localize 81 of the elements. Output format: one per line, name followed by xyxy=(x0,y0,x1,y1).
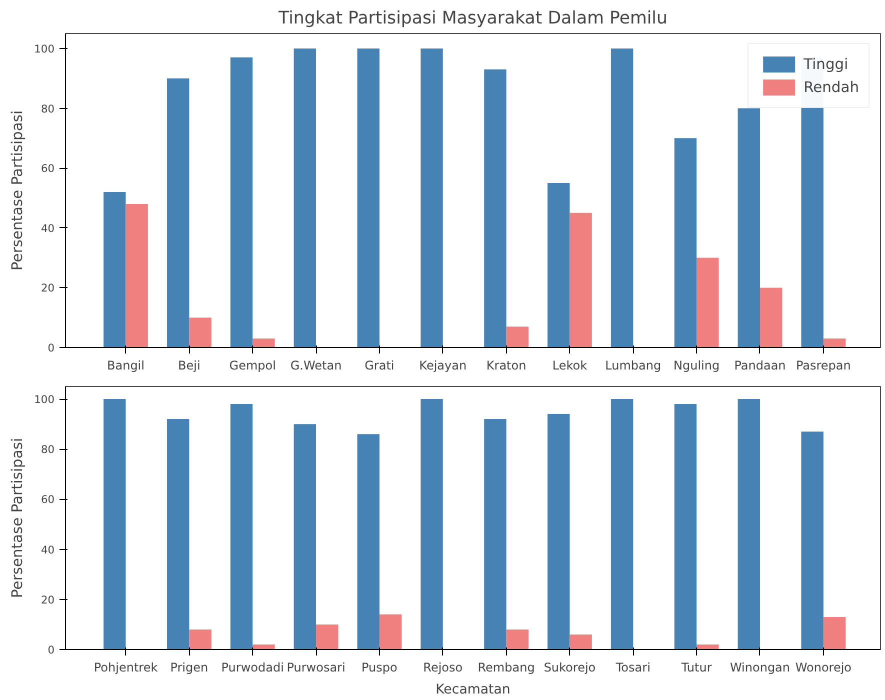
bar xyxy=(316,624,338,650)
x-tick-label: Winongan xyxy=(730,660,790,674)
x-tick-label: Prigen xyxy=(170,660,208,674)
y-tick-label: 100 xyxy=(34,393,55,406)
bar xyxy=(506,326,528,348)
legend-label: Tinggi xyxy=(804,56,848,72)
bar xyxy=(252,644,275,650)
bar xyxy=(379,614,402,650)
bar xyxy=(420,48,443,348)
bar xyxy=(230,404,253,650)
bar xyxy=(823,338,846,348)
bar xyxy=(104,399,126,650)
bar xyxy=(166,419,190,650)
bar xyxy=(357,48,380,348)
x-tick-label: Grati xyxy=(364,358,394,372)
bar xyxy=(823,616,846,650)
bar xyxy=(126,204,148,348)
x-tick-label: Wonorejo xyxy=(795,660,852,674)
bar xyxy=(166,78,190,348)
bar xyxy=(189,318,212,348)
bar xyxy=(570,634,592,650)
bar xyxy=(548,183,570,348)
y-tick-label: 40 xyxy=(40,222,55,235)
x-tick-label: Lumbang xyxy=(605,358,662,372)
x-tick-label: Tutur xyxy=(680,660,712,674)
bar xyxy=(506,629,528,650)
y-tick-label: 100 xyxy=(34,42,55,56)
x-tick-label: G.Wetan xyxy=(290,358,342,372)
bar xyxy=(738,399,760,650)
bar xyxy=(760,288,782,348)
y-tick-label: 20 xyxy=(40,593,55,606)
y-tick-label: 60 xyxy=(40,162,55,176)
x-tick-label: Beji xyxy=(178,358,200,372)
legend-label: Rendah xyxy=(804,78,859,96)
bar xyxy=(420,399,443,650)
x-tick-label: Gempol xyxy=(229,358,276,372)
bar xyxy=(230,57,253,348)
x-tick-label: Pohjentrek xyxy=(94,660,158,674)
x-tick-label: Kejayan xyxy=(419,358,467,372)
y-tick-label: 0 xyxy=(48,644,55,656)
bar xyxy=(738,108,760,348)
y-axis-title: Persentase Partisipasi xyxy=(9,438,26,598)
x-tick-label: Nguling xyxy=(674,358,720,372)
x-tick-label: Purwodadi xyxy=(221,660,284,674)
bar xyxy=(357,434,380,650)
x-tick-label: Sukorejo xyxy=(544,660,596,674)
bar xyxy=(104,192,126,348)
bar xyxy=(674,404,697,650)
x-tick-label: Lekok xyxy=(552,358,588,372)
bar xyxy=(570,212,592,348)
x-axis-title: Kecamatan xyxy=(436,682,510,698)
bar xyxy=(294,424,316,650)
x-tick-label: Tosari xyxy=(614,660,650,674)
chart-title: Tingkat Partisipasi Masyarakat Dalam Pemilu xyxy=(278,8,668,28)
x-tick-label: Puspo xyxy=(362,660,398,674)
bar xyxy=(610,48,634,348)
bar xyxy=(674,138,697,348)
bar xyxy=(189,629,212,650)
bar xyxy=(294,48,316,348)
y-tick-label: 40 xyxy=(40,543,55,556)
y-tick-label: 0 xyxy=(48,342,55,354)
bar xyxy=(610,399,634,650)
bar xyxy=(252,338,275,348)
x-tick-label: Rejoso xyxy=(423,660,463,674)
y-tick-label: 80 xyxy=(40,102,55,116)
bar xyxy=(548,414,570,650)
x-tick-label: Pandaan xyxy=(734,358,786,372)
x-tick-label: Kraton xyxy=(486,358,526,372)
y-tick-label: 20 xyxy=(40,282,55,295)
bar xyxy=(484,69,506,348)
y-axis-title: Persentase Partisipasi xyxy=(9,110,26,271)
x-tick-label: Purwosari xyxy=(286,660,346,674)
x-tick-label: Bangil xyxy=(107,358,144,372)
x-tick-label: Rembang xyxy=(478,660,535,674)
bar xyxy=(801,432,824,650)
bar xyxy=(696,258,719,348)
x-tick-label: Pasrepan xyxy=(796,358,851,372)
bar xyxy=(484,419,506,650)
y-tick-label: 80 xyxy=(40,443,55,456)
bar xyxy=(696,644,719,650)
y-tick-label: 60 xyxy=(40,493,55,506)
